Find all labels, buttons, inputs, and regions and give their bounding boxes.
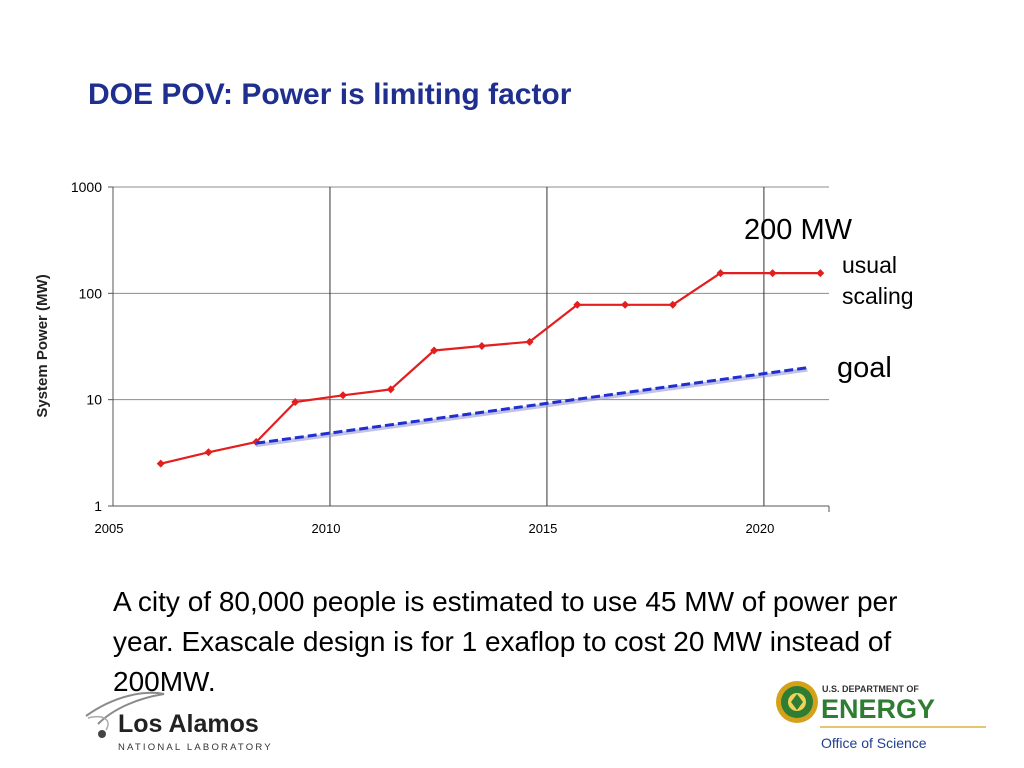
usual-scaling-data-point (816, 269, 825, 278)
usual-scaling-data-point (204, 448, 213, 457)
lanl-wordmark: Los Alamos (118, 710, 259, 738)
y-tick-label: 1 (94, 498, 102, 514)
annotation-usual-scaling: usual scaling (842, 250, 914, 312)
chart-series (156, 269, 825, 468)
goal-series-line (255, 366, 808, 445)
annotation-usual-line1: usual (842, 252, 897, 278)
usual-scaling-data-point (525, 337, 534, 346)
doe-wordmark: ENERGY (821, 694, 935, 724)
y-tick-label: 10 (86, 392, 102, 408)
usual-scaling-data-point (668, 300, 677, 309)
doe-subtitle: Office of Science (821, 735, 927, 751)
y-axis-label: System Power (MW) (34, 274, 51, 417)
body-text: A city of 80,000 people is estimated to … (113, 586, 898, 697)
usual-scaling-data-point (430, 346, 439, 355)
goal-line-shadow (255, 367, 808, 448)
usual-scaling-data-point (716, 269, 725, 278)
usual-scaling-data-point (291, 398, 300, 407)
slide-title: DOE POV: Power is limiting factor (88, 78, 572, 111)
usual-scaling-data-point (156, 459, 165, 468)
usual-scaling-data-point (386, 385, 395, 394)
lanl-subtitle: NATIONAL LABORATORY (118, 742, 273, 753)
doe-top-text: U.S. DEPARTMENT OF (822, 684, 919, 694)
usual-scaling-data-point (621, 300, 630, 309)
usual-scaling-data-point (338, 391, 347, 400)
y-tick-label: 1000 (71, 179, 102, 195)
doe-office-of-science-logo: U.S. DEPARTMENT OF ENERGY Office of Scie… (776, 681, 986, 751)
usual-scaling-data-point (573, 300, 582, 309)
annotation-goal: goal (837, 352, 892, 384)
y-tick-label: 100 (79, 285, 103, 301)
x-tick-label: 2015 (528, 521, 557, 536)
usual-scaling-data-point (477, 341, 486, 350)
annotation-usual-line2: scaling (842, 283, 914, 309)
x-tick-label: 2005 (95, 521, 124, 536)
annotation-200mw: 200 MW (744, 214, 852, 246)
x-tick-label: 2010 (312, 521, 341, 536)
los-alamos-logo: Los Alamos NATIONAL LABORATORY (85, 691, 273, 753)
usual-scaling-data-point (768, 269, 777, 278)
chart-ticks: 1 10 100 1000 2005 2010 2015 2020 (71, 179, 775, 536)
usual-scaling-series-line (160, 272, 821, 465)
x-tick-label: 2020 (745, 521, 774, 536)
chart-axes (112, 187, 830, 512)
